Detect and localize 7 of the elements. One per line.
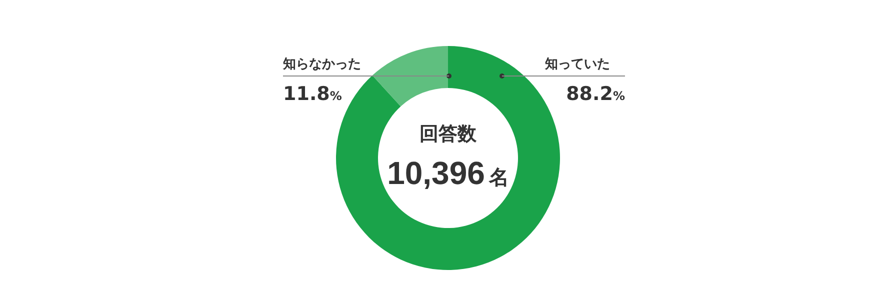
data-label: 88.2% [566,83,625,105]
text: 回答数 [420,123,478,145]
donut-slice [372,46,448,106]
slice-label: 知っていた [544,57,610,72]
slice-label: 知らなかった [282,57,361,72]
data-label: 11.8% [283,83,342,105]
text: 10,396名 [387,155,509,191]
